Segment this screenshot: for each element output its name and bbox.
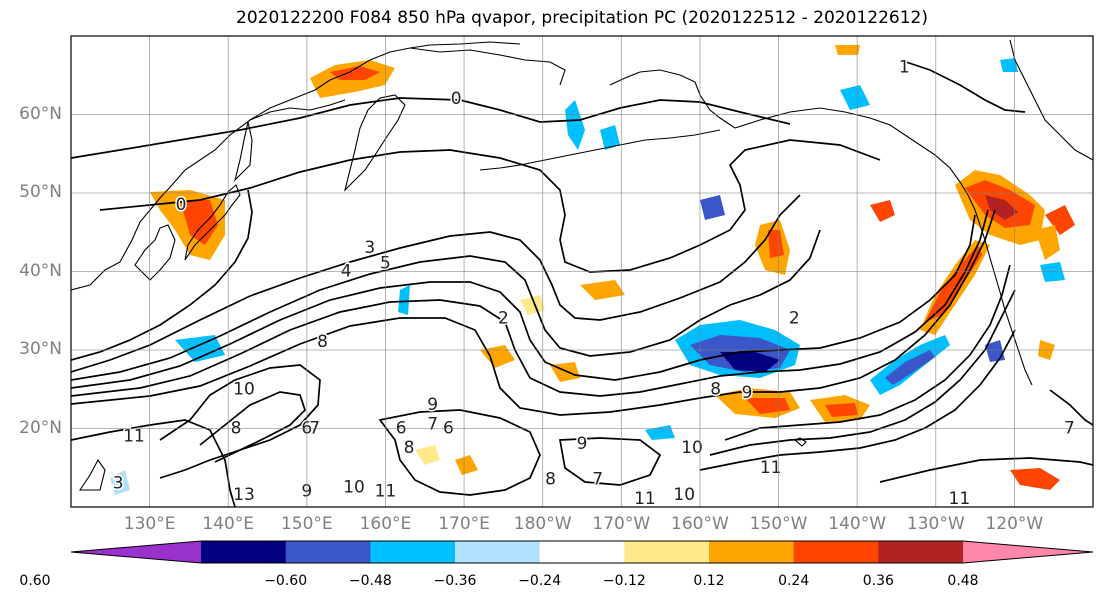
lon-tick-label: 160°W xyxy=(671,514,729,534)
okhotsk-coast xyxy=(249,99,346,121)
contour-label: 11 xyxy=(634,489,656,509)
colorbar-tick-label: −0.48 xyxy=(348,573,392,589)
contour-label: 13 xyxy=(233,485,255,505)
contour-label: 8 xyxy=(545,470,556,490)
colorbar-bin xyxy=(624,541,710,563)
lon-tick-label: 120°W xyxy=(985,514,1044,534)
lat-tick-label: 30°N xyxy=(19,339,62,359)
contour-label: 3 xyxy=(113,473,124,493)
contour-label: 0 xyxy=(176,195,187,215)
asia-coast xyxy=(71,41,521,291)
shade-alaska-coast xyxy=(955,170,1045,245)
chukotka xyxy=(409,47,566,86)
lat-tick-label: 40°N xyxy=(19,260,62,281)
lon-tick-label: 150°W xyxy=(749,514,808,534)
colorbar-bin xyxy=(370,541,456,563)
contour-label: 11 xyxy=(760,458,782,478)
colorbar-bin xyxy=(793,541,879,563)
colorbar-tick-label: 0.24 xyxy=(778,573,810,589)
shade-central-pacific-negative xyxy=(675,320,800,378)
na-inner-border xyxy=(1009,39,1093,161)
shade-small-negative xyxy=(110,58,1065,495)
kamchatka xyxy=(343,94,406,192)
colorbar-bin xyxy=(539,541,625,563)
shade-japan-positive xyxy=(150,190,225,260)
contour-label: 11 xyxy=(949,489,971,509)
colorbar-bin xyxy=(709,541,795,563)
gridlines xyxy=(71,36,1093,507)
lon-tick-label: 170°E xyxy=(438,514,490,534)
contour-label: 2 xyxy=(498,309,509,329)
colorbar-extend-max xyxy=(963,541,1093,563)
colorbar-tick-label: −0.36 xyxy=(433,573,477,589)
lon-tick-label: 170°W xyxy=(592,514,651,534)
map-area: 0013452288999101166677881011871110101113… xyxy=(71,36,1093,509)
colorbar-tick-label: −0.60 xyxy=(264,573,308,589)
contour-label: 10 xyxy=(343,477,365,497)
lon-tick-label: 140°W xyxy=(828,514,887,534)
colorbar-bin xyxy=(455,541,541,563)
lat-tick-label: 50°N xyxy=(19,182,62,202)
contour-label: 10 xyxy=(681,438,703,458)
colorbar-bin xyxy=(878,541,964,563)
colorbar xyxy=(70,540,1094,564)
contour-label: 1 xyxy=(899,57,910,77)
lon-tick-label: 130°E xyxy=(123,514,176,534)
lon-tick-label: 150°E xyxy=(280,514,333,534)
colorbar-tick-label: 0.36 xyxy=(862,573,894,589)
contour-label: 10 xyxy=(233,379,255,399)
contour-label: 3 xyxy=(364,238,375,258)
contour-label: 7 xyxy=(592,470,603,490)
lat-tick-label: 60°N xyxy=(19,103,62,124)
contour-label: 9 xyxy=(577,434,588,454)
alaska-west xyxy=(609,69,736,129)
qvapor-contours xyxy=(71,59,1093,507)
japan-islands xyxy=(184,184,241,261)
map-frame xyxy=(70,35,1094,508)
contour-label: 8 xyxy=(404,438,415,458)
contour-label: 11 xyxy=(123,426,145,446)
colorbar-bin xyxy=(285,541,371,563)
lon-tick-label: 160°E xyxy=(359,514,412,534)
lon-tick-label: 180°W xyxy=(513,514,572,534)
alaska-south xyxy=(734,107,961,183)
sakhalin xyxy=(233,121,253,182)
colorbar-tick-label: −0.24 xyxy=(518,573,562,589)
colorbar-tick-label: 0.12 xyxy=(693,573,725,589)
lat-tick-label: 20°N xyxy=(19,417,62,438)
contour-label: 8 xyxy=(710,379,721,399)
contour-label: 2 xyxy=(789,309,800,329)
map-title: 2020122200 F084 850 hPa qvapor, precipit… xyxy=(236,8,928,28)
coastlines xyxy=(71,39,1093,491)
shade-gulf-positive xyxy=(755,200,895,275)
colorbar-tick-label: 0.48 xyxy=(947,573,979,589)
contour-label: 10 xyxy=(673,485,695,505)
na-coast xyxy=(959,181,1033,386)
colorbar-tick-label: −0.12 xyxy=(602,573,646,589)
colorbar-tick-label: 0.60 xyxy=(19,573,51,589)
contour-label: 9 xyxy=(742,383,753,403)
colorbar-bin xyxy=(201,541,287,563)
shade-kamchatka-positive xyxy=(310,60,395,98)
contour-label: 9 xyxy=(427,395,438,415)
shade-small-cells xyxy=(415,45,1075,490)
contour-label: 8 xyxy=(317,332,328,352)
aleutians xyxy=(479,129,721,171)
lon-tick-label: 140°E xyxy=(202,514,255,534)
hawaii xyxy=(793,437,807,447)
colorbar-extend-min xyxy=(71,541,201,563)
contour-labels: 0013452288999101166677881011871110101113… xyxy=(111,56,1076,509)
lon-tick-label: 130°W xyxy=(906,514,965,534)
contour-label: 7 xyxy=(427,415,438,435)
colorbar-outline xyxy=(70,540,1094,564)
contour-label: 0 xyxy=(451,89,462,109)
philippines xyxy=(78,458,106,491)
